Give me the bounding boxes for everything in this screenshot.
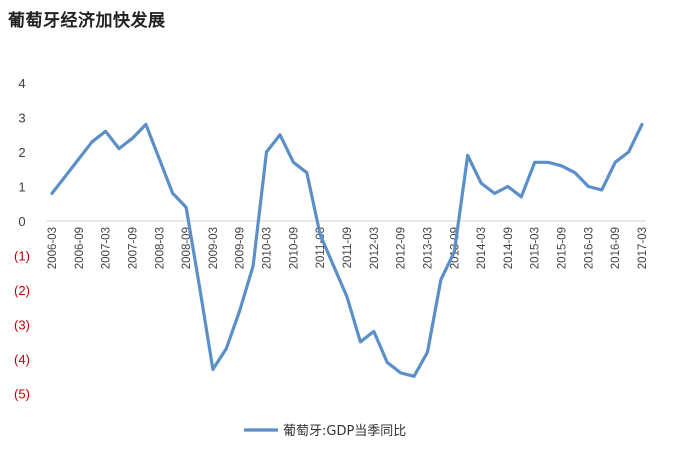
y-tick-label: 3 [18, 111, 25, 126]
x-tick-label: 2011-09 [342, 227, 354, 268]
x-tick-label: 2006-03 [47, 227, 59, 269]
y-tick-label: (5) [14, 387, 30, 402]
x-tick-label: 2016-09 [610, 227, 622, 269]
x-axis-ticks: 2006-03 2006-09 2007-03 2007-09 2008-03 2008-… [47, 227, 649, 269]
series-line [50, 122, 644, 378]
x-tick-label: 2007-09 [127, 227, 139, 269]
legend-label: 葡萄牙:GDP当季同比 [283, 424, 406, 439]
x-tick-label: 2009-03 [208, 227, 220, 269]
chart-title: 葡萄牙经济加快发展 [8, 11, 166, 31]
y-tick-label: 0 [18, 214, 25, 229]
x-tick-label: 2014-03 [476, 227, 488, 269]
legend: 葡萄牙:GDP当季同比 [244, 424, 406, 439]
x-tick-label: 2015-03 [530, 227, 542, 269]
x-tick-label: 2006-09 [74, 227, 86, 269]
x-tick-label: 2008-03 [154, 227, 166, 269]
x-tick-label: 2012-03 [369, 227, 381, 269]
x-tick-label: 2016-03 [583, 227, 595, 269]
y-tick-label: (1) [14, 249, 30, 264]
y-tick-label: (3) [14, 318, 30, 333]
y-tick-label: 1 [18, 180, 25, 195]
x-tick-label: 2010-03 [262, 227, 274, 269]
x-tick-label: 2015-09 [557, 227, 569, 269]
x-tick-label: 2012-09 [396, 227, 408, 269]
x-tick-label: 2013-03 [422, 227, 434, 269]
y-tick-label: 4 [18, 76, 25, 91]
x-tick-label: 2014-09 [503, 227, 515, 269]
y-tick-label: (2) [14, 283, 30, 298]
y-tick-label: 2 [18, 145, 25, 160]
y-axis-ticks: 4 3 2 1 0 (1) (2) (3) (4) (5) [14, 76, 30, 402]
y-tick-label: (4) [14, 352, 30, 367]
x-tick-label: 2011-03 [315, 227, 327, 268]
x-tick-label: 2017-03 [637, 227, 649, 269]
series-group [50, 122, 644, 378]
x-tick-label: 2009-09 [235, 227, 247, 269]
x-tick-label: 2007-03 [101, 227, 113, 269]
x-tick-label: 2010-09 [288, 227, 300, 269]
